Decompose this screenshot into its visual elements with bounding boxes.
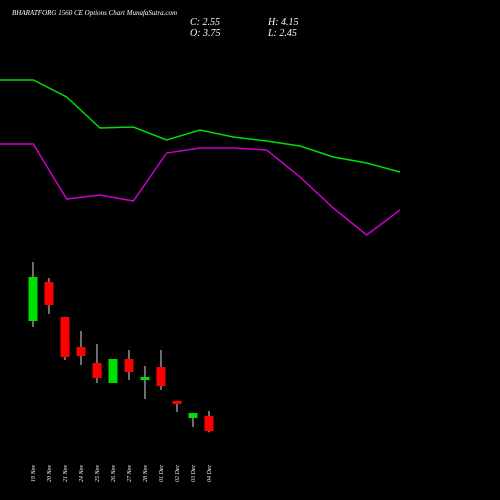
x-tick-label: 28 Nov: [143, 464, 149, 482]
x-tick-label: 26 Nov: [111, 464, 117, 482]
x-tick-label: 25 Nov: [95, 464, 101, 482]
candle-body: [188, 413, 198, 419]
x-tick-label: 01 Dec: [159, 465, 165, 482]
x-tick-label: 24 Nov: [78, 464, 85, 482]
close-text: C: 2.55: [190, 17, 220, 28]
candle-body: [140, 377, 150, 381]
candle-body: [28, 277, 38, 322]
candle-body: [156, 367, 166, 387]
low-text: L: 2.45: [267, 28, 297, 39]
candle-body: [60, 317, 70, 358]
x-tick-label: 19 Nov: [31, 464, 37, 482]
candle-body: [124, 359, 134, 373]
line: [0, 79, 401, 173]
x-tick-label: 27 Nov: [127, 464, 133, 482]
candle-body: [44, 282, 54, 306]
x-tick-label: 20 Nov: [47, 464, 53, 482]
open-text: O: 3.75: [190, 28, 221, 39]
x-tick-label: 21 Nov: [63, 464, 69, 482]
line: [0, 143, 401, 236]
candle-body: [76, 347, 86, 357]
chart-title: BHARATFORG 1560 CE Options Chart MunafaS…: [12, 9, 177, 17]
candle-body: [92, 363, 102, 379]
x-tick-label: 04 Dec: [206, 465, 213, 482]
x-tick-label: 03 Dec: [191, 465, 197, 482]
high-text: H: 4.15: [267, 17, 299, 28]
candle-body: [108, 359, 118, 384]
x-tick-label: 02 Dec: [175, 465, 181, 482]
candle-body: [204, 416, 214, 432]
candle-body: [172, 401, 182, 405]
